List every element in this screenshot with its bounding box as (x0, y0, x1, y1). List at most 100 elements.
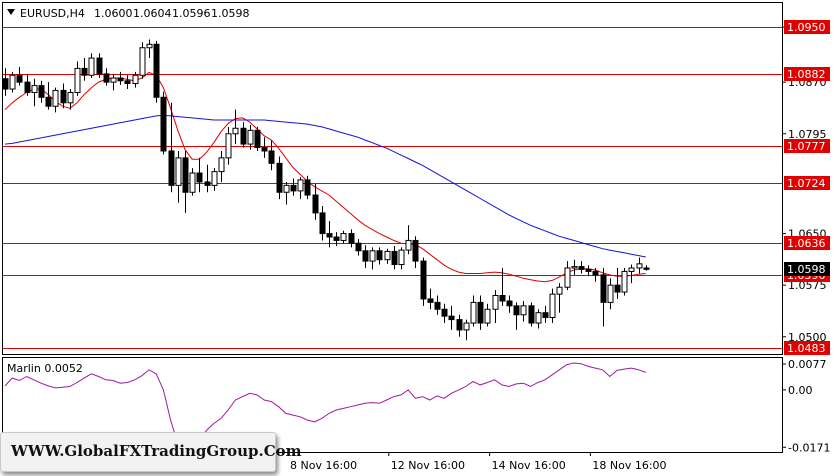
candle (333, 232, 340, 246)
candle (204, 164, 211, 193)
candle-body (542, 312, 549, 319)
candle (261, 137, 268, 158)
candle (643, 265, 650, 271)
header-low: 1.0596 (172, 7, 211, 20)
header-symbol: EURUSD,H4 (20, 7, 85, 20)
candle (117, 71, 124, 85)
current-price-text: 1.0598 (787, 263, 826, 276)
candle (132, 71, 139, 88)
candle (441, 303, 448, 324)
candle (578, 261, 585, 274)
candle (506, 295, 513, 313)
candle-body (369, 250, 376, 262)
candle-body (506, 300, 513, 307)
candle (319, 206, 326, 241)
candle-body (600, 274, 607, 303)
candle-body (614, 284, 621, 293)
candle (88, 53, 95, 79)
level-label-bg (784, 139, 830, 153)
time-tick-label: 14 Nov 16:00 (492, 459, 566, 472)
candle (470, 295, 477, 327)
candle-body (297, 179, 304, 192)
candle-body (276, 162, 283, 193)
candle-body (240, 127, 247, 145)
level-label-text: 1.0724 (787, 177, 826, 190)
candle (240, 122, 247, 148)
candle (456, 314, 463, 337)
candle-body (211, 171, 218, 186)
candle (549, 288, 556, 324)
candle (24, 73, 31, 96)
candle-body (81, 67, 88, 76)
candle (355, 239, 362, 256)
candle-body (319, 212, 326, 235)
candle-body (312, 194, 319, 214)
candle (2, 68, 9, 96)
candle (398, 247, 405, 270)
candle (412, 236, 419, 268)
candle-body (556, 286, 563, 295)
header-close: 1.0598 (211, 7, 250, 20)
candle-body (31, 85, 38, 93)
candle (290, 178, 297, 196)
candle-body (304, 179, 311, 196)
candle-body (175, 157, 182, 186)
candle-body (232, 127, 239, 135)
candle (520, 301, 527, 322)
candle-body (196, 172, 203, 183)
chart-header: EURUSD,H4 1.0600 1.0604 1.0596 1.0598 (7, 7, 250, 20)
candle (304, 175, 311, 200)
osc-tick-label: 0.0077 (788, 358, 827, 371)
candle (254, 126, 261, 151)
candle (600, 267, 607, 327)
level-price-label: 1.0483 (784, 341, 830, 355)
candle-body (160, 96, 167, 152)
level-label-text: 1.0950 (787, 21, 826, 34)
candle (556, 283, 563, 313)
candle-body (38, 85, 45, 98)
price-tick-label: 1.0575 (788, 279, 827, 292)
candle (38, 80, 45, 103)
candle-body (182, 157, 189, 193)
candle (607, 278, 614, 310)
candle-body (492, 295, 499, 310)
header-open: 1.0600 (94, 7, 133, 20)
candle (175, 150, 182, 203)
candle (146, 39, 153, 59)
osc-tick-label: 0.00 (788, 384, 813, 397)
candle-body (348, 233, 355, 244)
candle (513, 302, 520, 330)
candle (463, 319, 470, 341)
candle-body (67, 91, 74, 104)
candle-body (218, 157, 225, 173)
current-price-bg (784, 262, 830, 276)
level-price-label: 1.0636 (784, 236, 830, 250)
candle-body (168, 150, 175, 186)
triangle-down-icon[interactable] (7, 9, 15, 15)
candle (391, 245, 398, 270)
candle-body (398, 249, 405, 266)
marlin-oscillator: 0.0077 0.00 -0.0171 (4, 358, 830, 454)
candle (348, 229, 355, 248)
candle (168, 102, 175, 193)
level-label-bg (784, 341, 830, 355)
candle-body (412, 239, 419, 262)
main-pane-frame (2, 2, 783, 355)
candle-body (326, 233, 333, 238)
candle-body (636, 263, 643, 269)
candle-body (124, 80, 131, 85)
candle (225, 126, 232, 165)
level-label-text: 1.0636 (787, 237, 826, 250)
candle-body (283, 184, 290, 193)
candle (268, 140, 275, 171)
candle-body (153, 43, 160, 98)
candle (297, 177, 304, 200)
candle-body (477, 301, 484, 324)
candle (499, 267, 506, 306)
candle-body (384, 250, 391, 261)
candle (369, 247, 376, 270)
candle (139, 42, 146, 79)
level-label-text: 1.0777 (787, 140, 826, 153)
candle (384, 248, 391, 264)
watermark-text: WWW.GlobalFXTradingGroup.Com (11, 442, 302, 460)
